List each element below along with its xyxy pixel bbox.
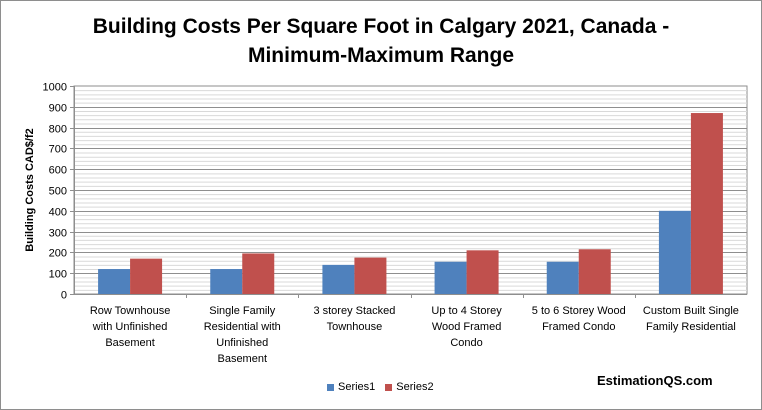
- y-tick-label: 200: [49, 248, 67, 260]
- legend-label-series2: Series2: [396, 381, 434, 393]
- legend-label-series1: Series1: [338, 381, 376, 393]
- bar-series1: [546, 261, 579, 294]
- bar-series1: [658, 210, 691, 294]
- chart-title-line1: Building Costs Per Square Foot in Calgar…: [92, 15, 670, 38]
- x-tick-label-line: Family Residential: [645, 321, 736, 333]
- x-tick-label-line: Basement: [217, 353, 268, 365]
- x-tick-label: 5 to 6 Storey Wood Framed Condo: [525, 303, 633, 335]
- x-tick-label-line: Basement: [105, 337, 155, 349]
- legend-item-series2: Series2: [385, 381, 434, 393]
- bar-series2: [242, 253, 275, 294]
- legend-swatch-series1: [327, 383, 334, 391]
- y-tick-label: 500: [49, 186, 67, 198]
- x-tick-label-line: Townhouse: [326, 321, 383, 333]
- y-tick-label: 100: [49, 269, 67, 281]
- x-tick-label: 3 storey Stacked Townhouse: [300, 303, 408, 335]
- bar-series1: [322, 264, 355, 294]
- bar-series1: [98, 269, 131, 294]
- bar-series1: [210, 269, 243, 294]
- x-tick-label-line: Row Townhouse: [89, 305, 171, 317]
- y-tick-label: 600: [49, 165, 67, 177]
- x-tick-label-line: Wood Framed: [431, 321, 502, 333]
- y-tick-label: 900: [49, 103, 67, 115]
- bar-series2: [690, 113, 723, 294]
- x-tick-label-line: Single Family: [209, 305, 276, 317]
- chart-title: Building Costs Per Square Foot in Calgar…: [0, 12, 762, 70]
- x-tick-label-line: Condo: [450, 337, 483, 349]
- bar-series2: [578, 249, 611, 294]
- x-tick-label-line: with Unfinished: [92, 321, 168, 333]
- x-tick-label-line: Custom Built Single: [642, 305, 739, 317]
- y-tick-label: 700: [49, 144, 67, 156]
- x-tick-label-line: Unfinished: [216, 337, 269, 349]
- x-tick-label: Custom Built Single Family Residential: [637, 303, 745, 335]
- y-tick-label: 300: [49, 228, 67, 240]
- y-tick-label: 1000: [43, 82, 67, 94]
- chart-title-line2: Minimum-Maximum Range: [247, 44, 515, 67]
- x-tick-label: Single Family Residential with Unfinished B…: [188, 303, 296, 367]
- x-tick-label: Up to 4 Storey Wood Framed Condo: [413, 303, 521, 351]
- x-tick-label-line: Residential with: [203, 321, 281, 333]
- bar-series2: [130, 258, 163, 294]
- x-tick-label-line: Framed Condo: [542, 321, 616, 333]
- legend-item-series1: Series1: [327, 381, 375, 393]
- y-tick-label: 0: [61, 290, 67, 302]
- x-tick-label-line: Up to 4 Storey: [431, 305, 502, 317]
- legend-swatch-series2: [385, 383, 393, 391]
- bar-series2: [466, 250, 499, 294]
- y-tick-label: 800: [49, 124, 67, 136]
- x-tick-label-line: 5 to 6 Storey Wood: [531, 305, 626, 317]
- watermark-text: EstimationQS.com: [597, 373, 713, 388]
- bar-series1: [434, 261, 467, 294]
- y-axis-label: Building Costs CAD$/f2: [24, 128, 36, 251]
- legend: Series1 Series2: [327, 381, 444, 393]
- y-tick-label: 400: [49, 207, 67, 219]
- bar-series2: [354, 257, 387, 294]
- x-tick-label: Row Townhouse with Unfinished Basement: [76, 303, 184, 351]
- x-tick-label-line: 3 storey Stacked: [313, 305, 396, 317]
